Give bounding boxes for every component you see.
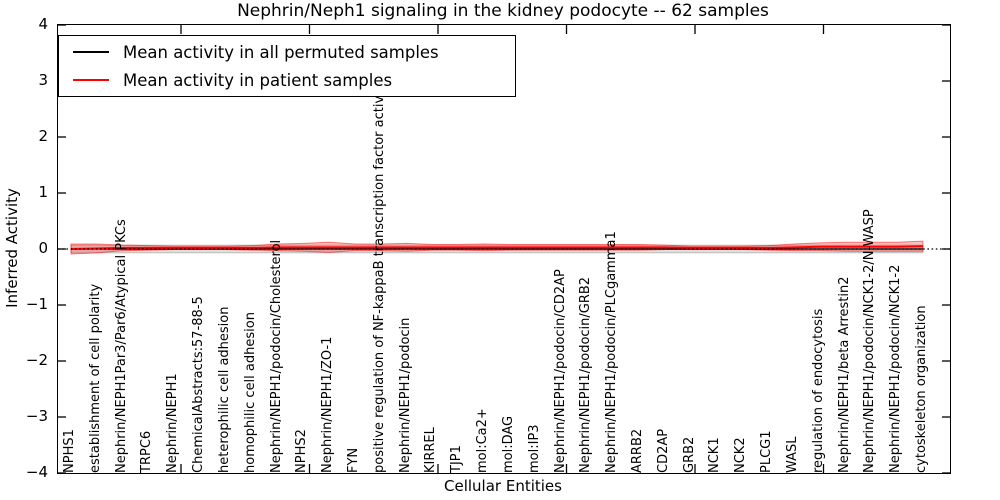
y-tick-label: −2 [25, 351, 48, 369]
legend-label-patient: Mean activity in patient samples [123, 70, 393, 90]
x-category-label: Nephrin/NEPH1 [165, 373, 181, 473]
x-category-label: Nephrin/NEPH1/podocin [397, 317, 413, 473]
y-tick-label: −1 [25, 295, 48, 313]
x-category-label: Nephrin/NEPH1/podocin/NCK1-2 [888, 264, 904, 473]
x-category-label: Nephrin/NEPH1/podocin/NCK1-2/N-WASP [862, 209, 878, 473]
x-category-label: Nephrin/NEPH1/podocin/Cholesterol [268, 239, 284, 473]
x-category-label: NCK2 [733, 437, 749, 473]
x-category-label: Nephrin/NEPH1/podocin/CD2AP [552, 269, 568, 473]
x-category-label: KIRREL [423, 427, 439, 473]
x-category-label: NPHS1 [62, 429, 77, 473]
x-category-label: NPHS2 [294, 429, 310, 473]
legend-box: Mean activity in all permuted samples Me… [58, 35, 516, 97]
y-tick-label: 2 [38, 127, 48, 145]
plot-area [57, 24, 951, 474]
x-category-label: TJP1 [449, 445, 465, 473]
x-category-label: heterophilic cell adhesion [216, 306, 232, 474]
x-axis-label: Cellular Entities [444, 477, 562, 495]
y-tick-label: −4 [25, 463, 48, 481]
x-category-label: mol:DAG [500, 415, 516, 473]
x-category-label: PLCG1 [759, 430, 775, 473]
x-category-label: FYN [346, 447, 361, 473]
x-category-label: Nephrin/NEPH1/podocin/GRB2 [578, 276, 594, 473]
x-category-label: ARRB2 [630, 428, 645, 473]
y-tick-label: 3 [38, 71, 48, 89]
y-tick-label: 0 [38, 239, 48, 257]
x-category-label: mol:IP3 [526, 424, 542, 473]
x-category-label: mol:Ca2+ [475, 408, 491, 473]
mean-line-series-1 [70, 245, 924, 250]
legend-line-permuted-icon [73, 51, 109, 53]
x-category-label: CD2AP [655, 428, 671, 473]
legend-line-patient-icon [73, 79, 109, 81]
x-category-label: Nephrin/NEPH1Par3/Par6/Atypical PKCs [113, 219, 129, 473]
y-tick-label: 1 [38, 183, 48, 201]
legend-entry-patient: Mean activity in patient samples [73, 68, 515, 92]
x-category-label: regulation of endocytosis [810, 308, 826, 473]
x-category-label: Nephrin/NEPH1/podocin/PLCgamma1 [604, 231, 620, 473]
x-category-label: NCK1 [707, 437, 723, 473]
x-category-label: Nephrin/NEPH1/beta Arrestin2 [836, 276, 852, 474]
x-category-label: TRPC6 [139, 430, 155, 473]
x-category-label: WASL [784, 436, 800, 473]
x-category-label: GRB2 [681, 436, 697, 473]
x-category-label: homophilic cell adhesion [242, 312, 258, 473]
x-category-label: positive regulation of NF-kappaB transcr… [371, 79, 387, 473]
x-category-label: Nephrin/NEPH1/ZO-1 [320, 336, 336, 473]
x-category-label: ChemicalAbstracts:57-88-5 [191, 296, 207, 473]
y-tick-label: −3 [25, 407, 48, 425]
legend-entry-permuted: Mean activity in all permuted samples [73, 40, 515, 64]
x-category-label: cytoskeleton organization [914, 305, 929, 473]
y-tick-label: 4 [38, 15, 48, 33]
legend-label-permuted: Mean activity in all permuted samples [123, 42, 439, 62]
chart-plot-svg [58, 25, 950, 473]
x-category-label: establishment of cell polarity [87, 283, 103, 473]
chart-title: Nephrin/Neph1 signaling in the kidney po… [237, 1, 769, 21]
